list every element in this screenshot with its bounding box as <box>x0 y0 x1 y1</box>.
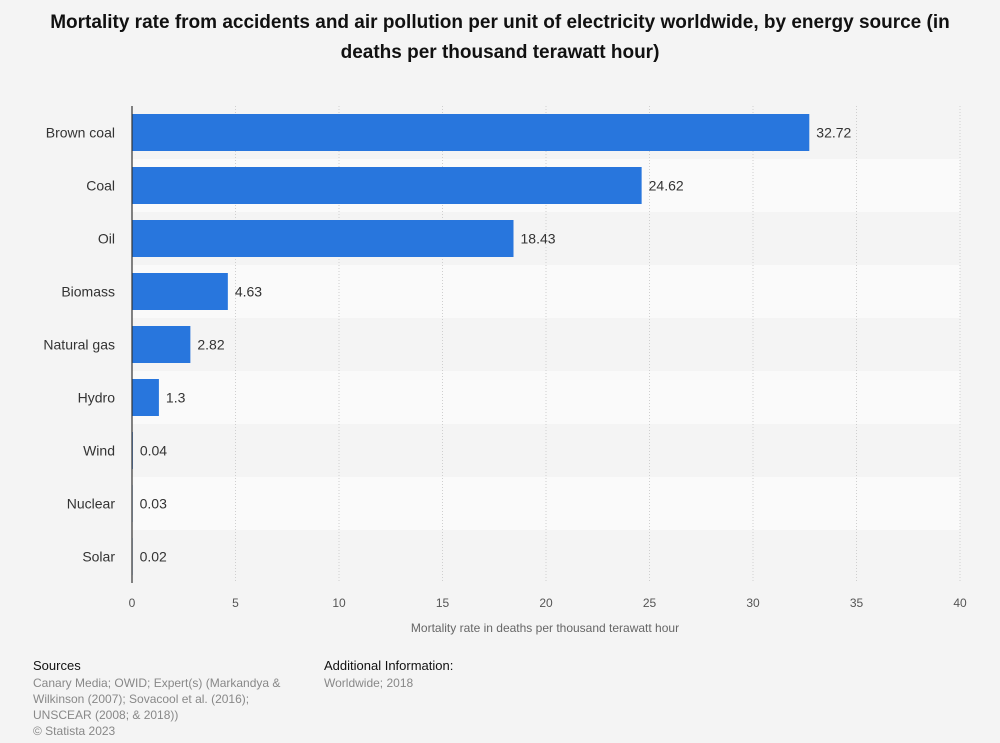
copyright-text: © Statista 2023 <box>33 724 116 738</box>
row-band <box>132 265 960 318</box>
x-tick-label: 5 <box>232 596 239 610</box>
value-label: 24.62 <box>649 178 684 194</box>
x-tick-label: 0 <box>129 596 136 610</box>
x-tick-label: 30 <box>746 596 760 610</box>
x-tick-label: 15 <box>436 596 450 610</box>
additional-info-block: Additional Information: Worldwide; 2018 <box>324 658 624 691</box>
chart-title: Mortality rate from accidents and air po… <box>50 12 950 63</box>
sources-text: Canary Media; OWID; Expert(s) (Markandya… <box>33 676 281 722</box>
row-band <box>132 424 960 477</box>
sources-heading: Sources <box>33 658 81 673</box>
category-label: Nuclear <box>67 496 116 512</box>
x-tick-label: 25 <box>643 596 657 610</box>
row-band <box>132 318 960 371</box>
category-label: Coal <box>86 178 115 194</box>
category-label: Solar <box>82 549 115 565</box>
category-label: Brown coal <box>46 125 115 141</box>
value-label: 0.04 <box>140 443 167 459</box>
value-label: 18.43 <box>521 231 556 247</box>
category-label: Natural gas <box>43 337 115 353</box>
row-band <box>132 477 960 530</box>
x-tick-label: 20 <box>539 596 553 610</box>
bar-oil[interactable] <box>132 220 514 257</box>
category-label: Hydro <box>78 390 116 406</box>
x-tick-label: 10 <box>332 596 346 610</box>
category-label: Wind <box>83 443 115 459</box>
x-axis-title: Mortality rate in deaths per thousand te… <box>411 621 679 635</box>
x-tick-label: 40 <box>953 596 967 610</box>
bar-natural-gas[interactable] <box>132 326 191 363</box>
value-label: 0.03 <box>140 496 167 512</box>
bar-brown-coal[interactable] <box>132 114 810 151</box>
value-label: 32.72 <box>816 125 851 141</box>
bar-biomass[interactable] <box>132 273 228 310</box>
category-label: Biomass <box>61 284 115 300</box>
value-label: 2.82 <box>197 337 224 353</box>
x-tick-label: 35 <box>850 596 864 610</box>
additional-info-heading: Additional Information: <box>324 658 454 673</box>
category-label: Oil <box>98 231 115 247</box>
additional-info-text: Worldwide; 2018 <box>324 676 414 690</box>
value-label: 4.63 <box>235 284 262 300</box>
bar-hydro[interactable] <box>132 379 159 416</box>
value-label: 0.02 <box>140 549 167 565</box>
bar-coal[interactable] <box>132 167 642 204</box>
sources-block: Sources Canary Media; OWID; Expert(s) (M… <box>33 658 303 739</box>
value-label: 1.3 <box>166 390 186 406</box>
